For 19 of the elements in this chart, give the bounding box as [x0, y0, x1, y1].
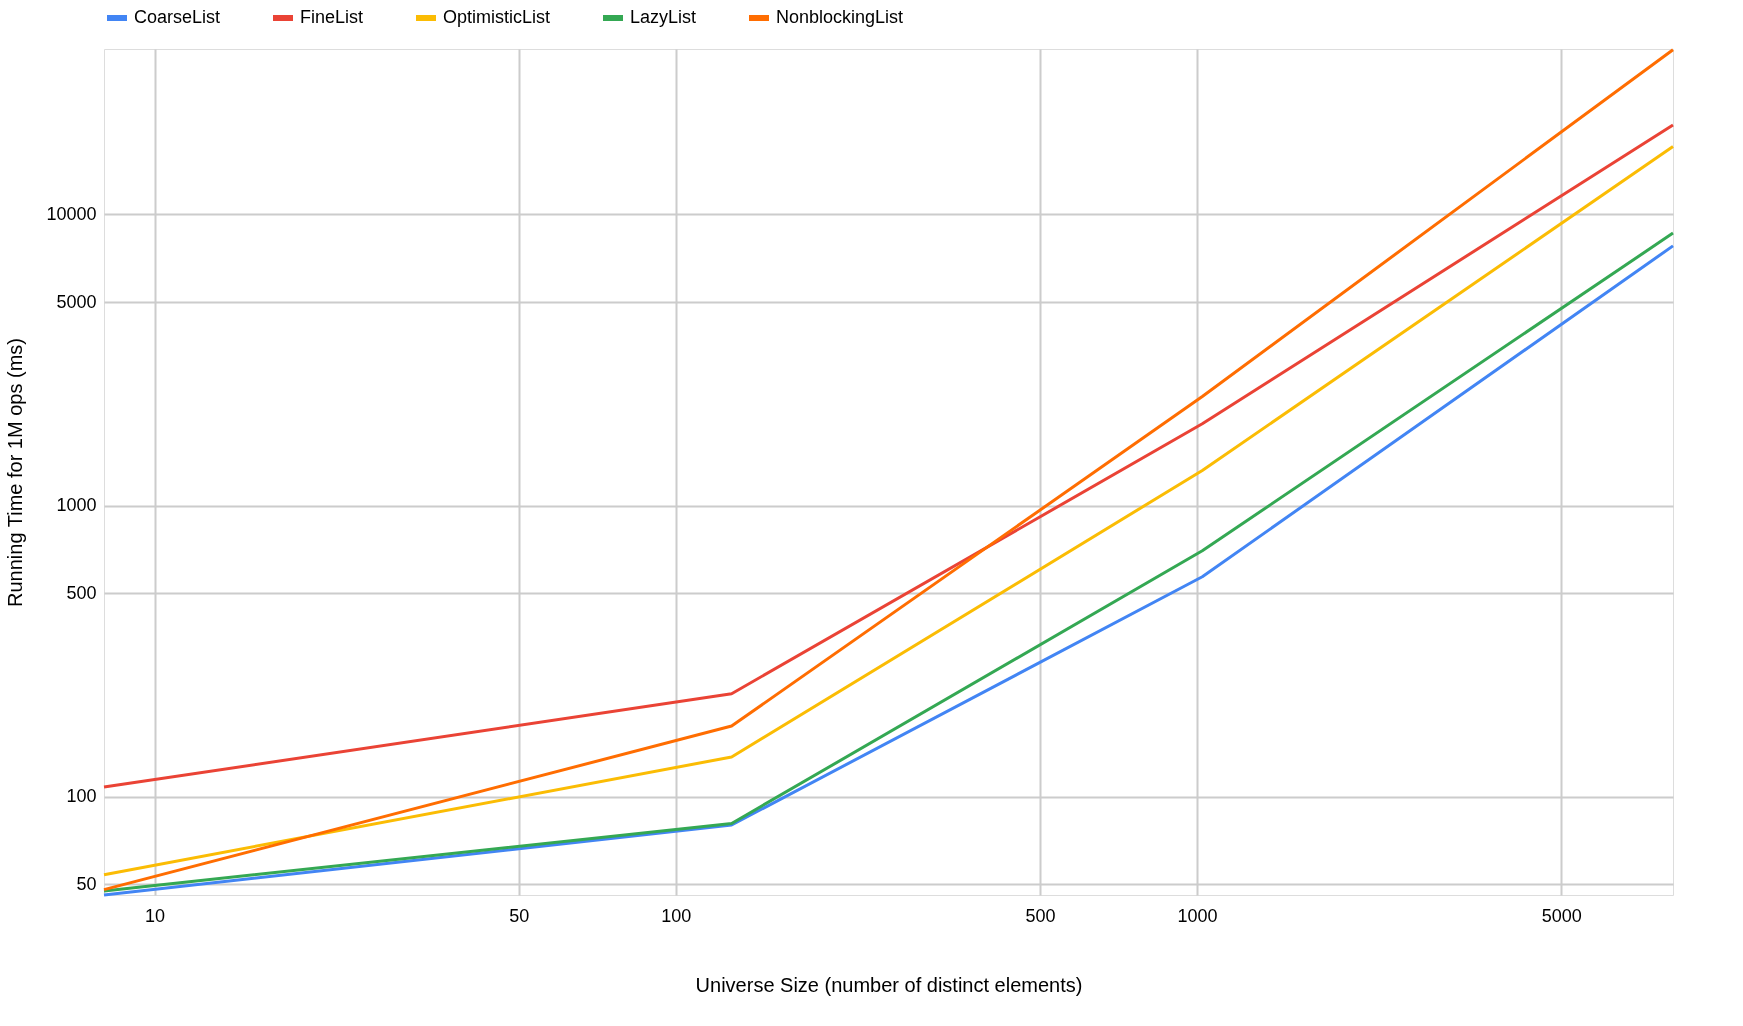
y-tick-label: 500 [66, 582, 97, 603]
y-tick-label: 10000 [46, 203, 97, 224]
y-tick-label: 50 [76, 873, 97, 894]
x-tick-label: 5000 [1541, 905, 1582, 926]
y-tick-label: 1000 [56, 495, 97, 516]
legend-label: CoarseList [134, 7, 221, 27]
legend-label: LazyList [630, 7, 697, 27]
y-tick-label: 5000 [56, 291, 97, 312]
legend-label: NonblockingList [776, 7, 904, 27]
x-tick-label: 1000 [1177, 905, 1218, 926]
x-tick-label: 10 [144, 905, 166, 926]
x-axis-title: Universe Size (number of distinct elements) [695, 973, 1083, 996]
legend-label: OptimisticList [443, 7, 551, 27]
x-tick-label: 100 [661, 905, 692, 926]
y-axis-title: Running Time for 1M ops (ms) [4, 338, 27, 607]
legend-label: FineList [300, 7, 364, 27]
y-tick-label: 100 [66, 786, 97, 807]
x-tick-label: 500 [1025, 905, 1056, 926]
x-tick-label: 50 [509, 905, 530, 926]
